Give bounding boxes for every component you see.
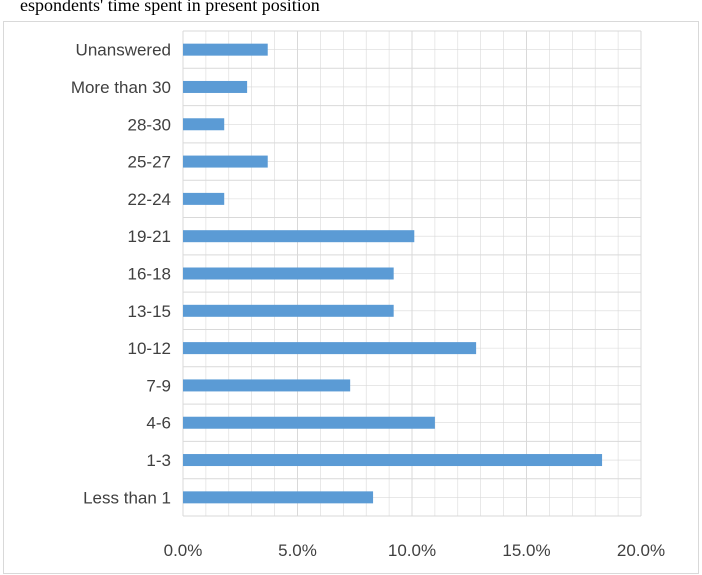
category-label: 7-9 bbox=[146, 376, 171, 395]
category-label: 25-27 bbox=[128, 153, 171, 172]
bar bbox=[183, 118, 225, 131]
bar bbox=[183, 80, 248, 93]
x-tick-label: 10.0% bbox=[388, 541, 436, 560]
caption-fragment: espondents' time spent in present positi… bbox=[20, 0, 320, 15]
chart-frame bbox=[3, 21, 699, 574]
bar bbox=[183, 416, 435, 429]
bars bbox=[183, 43, 603, 504]
bar bbox=[183, 454, 603, 467]
bar bbox=[183, 491, 374, 504]
category-label: 13-15 bbox=[128, 302, 171, 321]
category-label: 28-30 bbox=[128, 115, 171, 134]
x-tick-labels: 0.0% 5.0% 10.0% 15.0% 20.0% bbox=[164, 541, 665, 560]
x-tick-label: 5.0% bbox=[278, 541, 317, 560]
category-label: More than 30 bbox=[71, 78, 171, 97]
category-label: 10-12 bbox=[128, 339, 171, 358]
x-tick-label: 20.0% bbox=[617, 541, 665, 560]
category-label: Unanswered bbox=[76, 41, 171, 60]
x-tick-label: 15.0% bbox=[502, 541, 550, 560]
bar bbox=[183, 379, 351, 392]
bar bbox=[183, 192, 225, 205]
bar bbox=[183, 342, 477, 355]
category-label: 22-24 bbox=[128, 190, 171, 209]
category-label: 16-18 bbox=[128, 265, 171, 284]
bar bbox=[183, 304, 394, 317]
category-label: Less than 1 bbox=[83, 488, 171, 507]
category-labels: Unanswered More than 30 28-30 25-27 22-24 19-… bbox=[71, 41, 171, 508]
bar bbox=[183, 155, 268, 168]
x-tick-label: 0.0% bbox=[164, 541, 203, 560]
category-label: 1-3 bbox=[146, 451, 171, 470]
category-label: 19-21 bbox=[128, 227, 171, 246]
bar bbox=[183, 267, 394, 280]
category-label: 4-6 bbox=[146, 414, 171, 433]
bar bbox=[183, 43, 268, 56]
bar bbox=[183, 230, 415, 243]
